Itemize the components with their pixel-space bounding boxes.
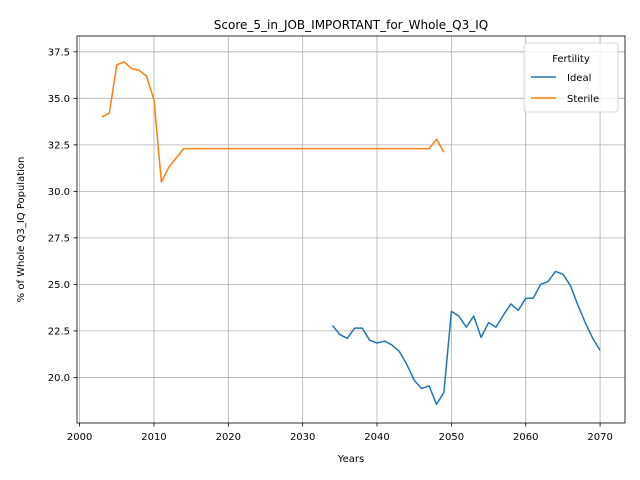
x-tick-label: 2010 [141, 432, 166, 443]
y-axis-ticks: 20.0 22.5 25.0 27.5 30.0 32.5 35.0 37.5 [48, 47, 77, 384]
legend-box [523, 42, 619, 113]
y-tick-label: 35.0 [48, 94, 70, 105]
series-line-ideal [331, 270, 601, 406]
x-tick-label: 2030 [290, 432, 315, 443]
plot-frame [76, 35, 626, 424]
y-tick-label: 25.0 [48, 280, 70, 291]
legend-label-sterile: Sterile [567, 94, 599, 105]
y-tick-label: 22.5 [48, 326, 70, 337]
x-axis-label: Years [337, 454, 364, 465]
x-tick-label: 2050 [439, 432, 464, 443]
y-tick-label: 30.0 [48, 187, 70, 198]
series-layer [101, 61, 601, 406]
y-tick-label: 37.5 [48, 47, 70, 58]
chart-title: Score_5_in_JOB_IMPORTANT_for_Whole_Q3_IQ [214, 18, 488, 32]
y-tick-label: 20.0 [48, 373, 70, 384]
x-tick-label: 2000 [67, 432, 92, 443]
x-axis-ticks: 2000 2010 2020 2030 2040 2050 2060 2070 [67, 423, 613, 443]
x-tick-label: 2060 [513, 432, 538, 443]
x-tick-label: 2040 [364, 432, 389, 443]
series-line-sterile [101, 61, 445, 183]
y-axis-label: % of Whole Q3_IQ Population [16, 157, 27, 303]
x-tick-label: 2070 [587, 432, 612, 443]
y-tick-label: 32.5 [48, 140, 70, 151]
x-tick-label: 2020 [216, 432, 241, 443]
y-tick-label: 27.5 [48, 233, 70, 244]
legend-title: Fertility [552, 54, 590, 65]
legend: Fertility Ideal Sterile [523, 42, 619, 113]
legend-label-ideal: Ideal [567, 73, 591, 84]
